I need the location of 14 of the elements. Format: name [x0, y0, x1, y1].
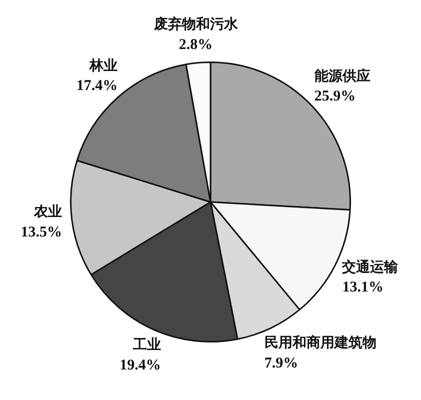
- data-label: 13.5%: [20, 224, 62, 240]
- data-label: 17.4%: [76, 78, 118, 94]
- data-label: 13.1%: [342, 280, 384, 296]
- data-label: 2.8%: [178, 36, 213, 53]
- slice-label: 工业: [132, 337, 161, 354]
- slice-label: 能源供应: [314, 67, 370, 84]
- data-label: 25.9%: [314, 88, 356, 105]
- slice-label: 林业: [88, 58, 118, 74]
- slice-label: 民用和商用建筑物: [264, 334, 376, 352]
- data-label: 19.4%: [120, 357, 161, 374]
- slice-label: 农业: [33, 204, 62, 220]
- slice-label: 交通运输: [341, 258, 400, 276]
- slice-label: 废弃物和污水: [152, 16, 239, 33]
- data-label: 7.9%: [264, 355, 298, 372]
